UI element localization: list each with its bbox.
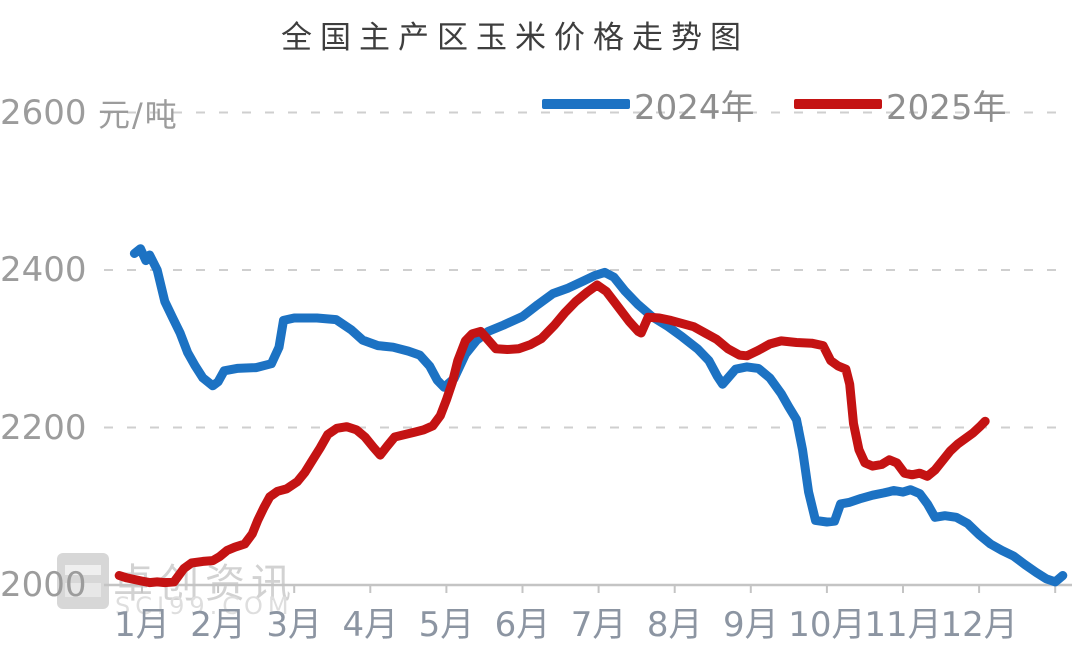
x-axis-label-6: 6月 <box>494 605 551 645</box>
watermark-logo <box>57 553 109 609</box>
x-axis-label-7: 7月 <box>570 605 627 645</box>
x-axis-label-9: 9月 <box>722 605 779 645</box>
x-axis-label-1: 1月 <box>114 605 170 645</box>
legend-label-2025: 2025年 <box>886 87 1007 128</box>
y-axis-label-2600: 2600 <box>0 92 87 133</box>
y-axis-label-2000: 2000 <box>0 565 87 605</box>
x-axis-label-4: 4月 <box>342 605 399 645</box>
watermark-site: SCI99.COM <box>115 592 294 620</box>
series-line-2024年 <box>129 244 1068 587</box>
y-axis-unit-label: 元/吨 <box>98 96 179 134</box>
series-line-2025年 <box>114 280 990 588</box>
legend-swatch-2025-icon <box>794 99 882 109</box>
x-axis-label-3: 3月 <box>266 605 323 645</box>
y-axis-label-2200: 2200 <box>0 407 87 448</box>
x-axis-label-8: 8月 <box>646 605 703 645</box>
legend-item-2024: 2024年 <box>542 86 755 128</box>
legend-swatch-2024-icon <box>542 99 630 109</box>
chart-title: 全国主产区玉米价格走势图 <box>281 20 749 56</box>
x-axis-label-12: 12月 <box>940 605 1018 645</box>
x-axis-label-2: 2月 <box>190 605 246 645</box>
x-axis-label-5: 5月 <box>418 605 475 645</box>
legend-item-2025: 2025年 <box>794 86 1007 128</box>
y-axis-label-2400: 2400 <box>0 250 87 290</box>
x-axis-label-11: 11月 <box>864 605 942 645</box>
legend-label-2024: 2024年 <box>634 87 755 128</box>
x-axis-label-10: 10月 <box>788 605 866 645</box>
